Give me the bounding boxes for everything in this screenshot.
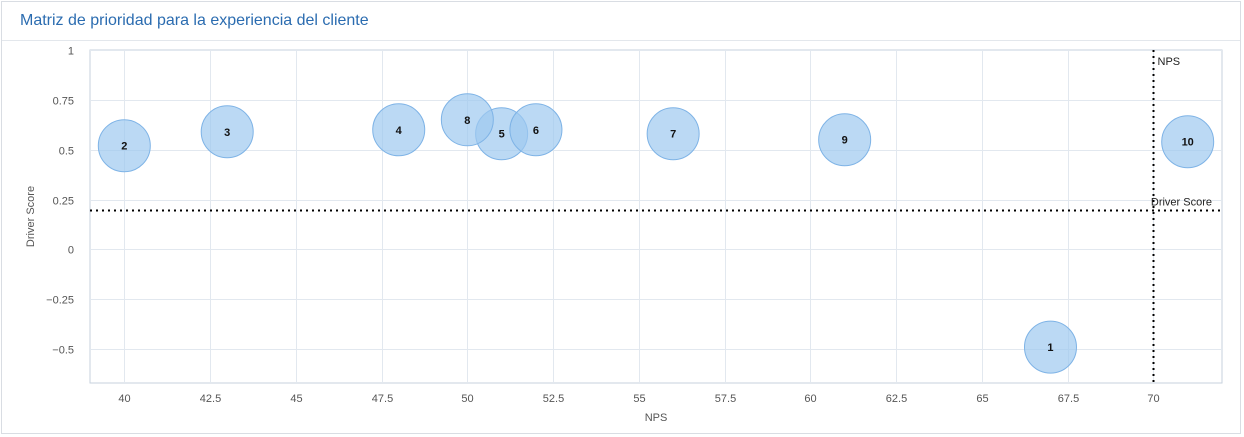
y-tick-label: 0.75 xyxy=(53,96,74,108)
x-tick-label: 52.5 xyxy=(543,393,564,405)
bubble-1 xyxy=(1023,320,1077,374)
bubble-8 xyxy=(440,93,494,147)
bubble-label-10: 10 xyxy=(1182,137,1194,149)
y-tick-label: 0.5 xyxy=(59,146,74,158)
x-tick-label: 70 xyxy=(1147,393,1159,405)
y-tick-label: 0 xyxy=(68,245,74,257)
x-tick-label: 60 xyxy=(804,393,816,405)
bubble-label-4: 4 xyxy=(396,125,403,137)
bubble-label-6: 6 xyxy=(533,125,539,137)
bubble-label-2: 2 xyxy=(121,141,127,153)
x-tick-label: 65 xyxy=(976,393,988,405)
y-axis-title: Driver Score xyxy=(25,186,37,247)
bubble-3 xyxy=(200,105,254,159)
panel-header: Matriz de prioridad para la experiencia … xyxy=(2,2,1240,41)
bubble-label-1: 1 xyxy=(1047,342,1053,354)
grid xyxy=(89,49,1223,384)
bubble-label-5: 5 xyxy=(499,129,505,141)
x-tick-label: 57.5 xyxy=(715,393,736,405)
x-tick-label: 42.5 xyxy=(200,393,221,405)
y-tick-label: 1 xyxy=(68,46,74,58)
y-tick-label: 0.25 xyxy=(53,196,74,208)
bubble-9 xyxy=(818,113,872,167)
x-tick-label: 45 xyxy=(290,393,302,405)
bubble-label-8: 8 xyxy=(464,115,470,127)
driver-score-reference-label: Driver Score xyxy=(1151,197,1212,209)
y-tick-label: −0.25 xyxy=(46,295,74,307)
x-tick-label: 67.5 xyxy=(1058,393,1079,405)
bubble-7 xyxy=(646,107,700,161)
x-tick-label: 40 xyxy=(118,393,130,405)
reference-lines: NPS Driver Score xyxy=(90,50,1222,383)
bubbles: 1 2 3 4 5 6 7 8 9 10 xyxy=(97,93,1215,374)
bubble-10 xyxy=(1161,115,1215,169)
x-tick-label: 47.5 xyxy=(372,393,393,405)
x-tick-label: 50 xyxy=(461,393,473,405)
nps-reference-label: NPS xyxy=(1158,56,1181,68)
bubble-label-3: 3 xyxy=(224,127,230,139)
panel-title: Matriz de prioridad para la experiencia … xyxy=(20,12,369,29)
bubble-4 xyxy=(372,103,426,157)
x-axis-title: NPS xyxy=(645,412,668,424)
bubble-label-7: 7 xyxy=(670,129,676,141)
x-tick-label: 62.5 xyxy=(886,393,907,405)
y-tick-label: −0.5 xyxy=(52,345,74,357)
axes: 40 42.5 45 47.5 50 52.5 55 57.5 60 62.5 65 67.5 7010… xyxy=(25,46,1160,425)
bubble-2 xyxy=(97,119,151,173)
bubble-label-9: 9 xyxy=(842,135,848,147)
bubble-6 xyxy=(509,103,563,157)
x-tick-label: 55 xyxy=(633,393,645,405)
